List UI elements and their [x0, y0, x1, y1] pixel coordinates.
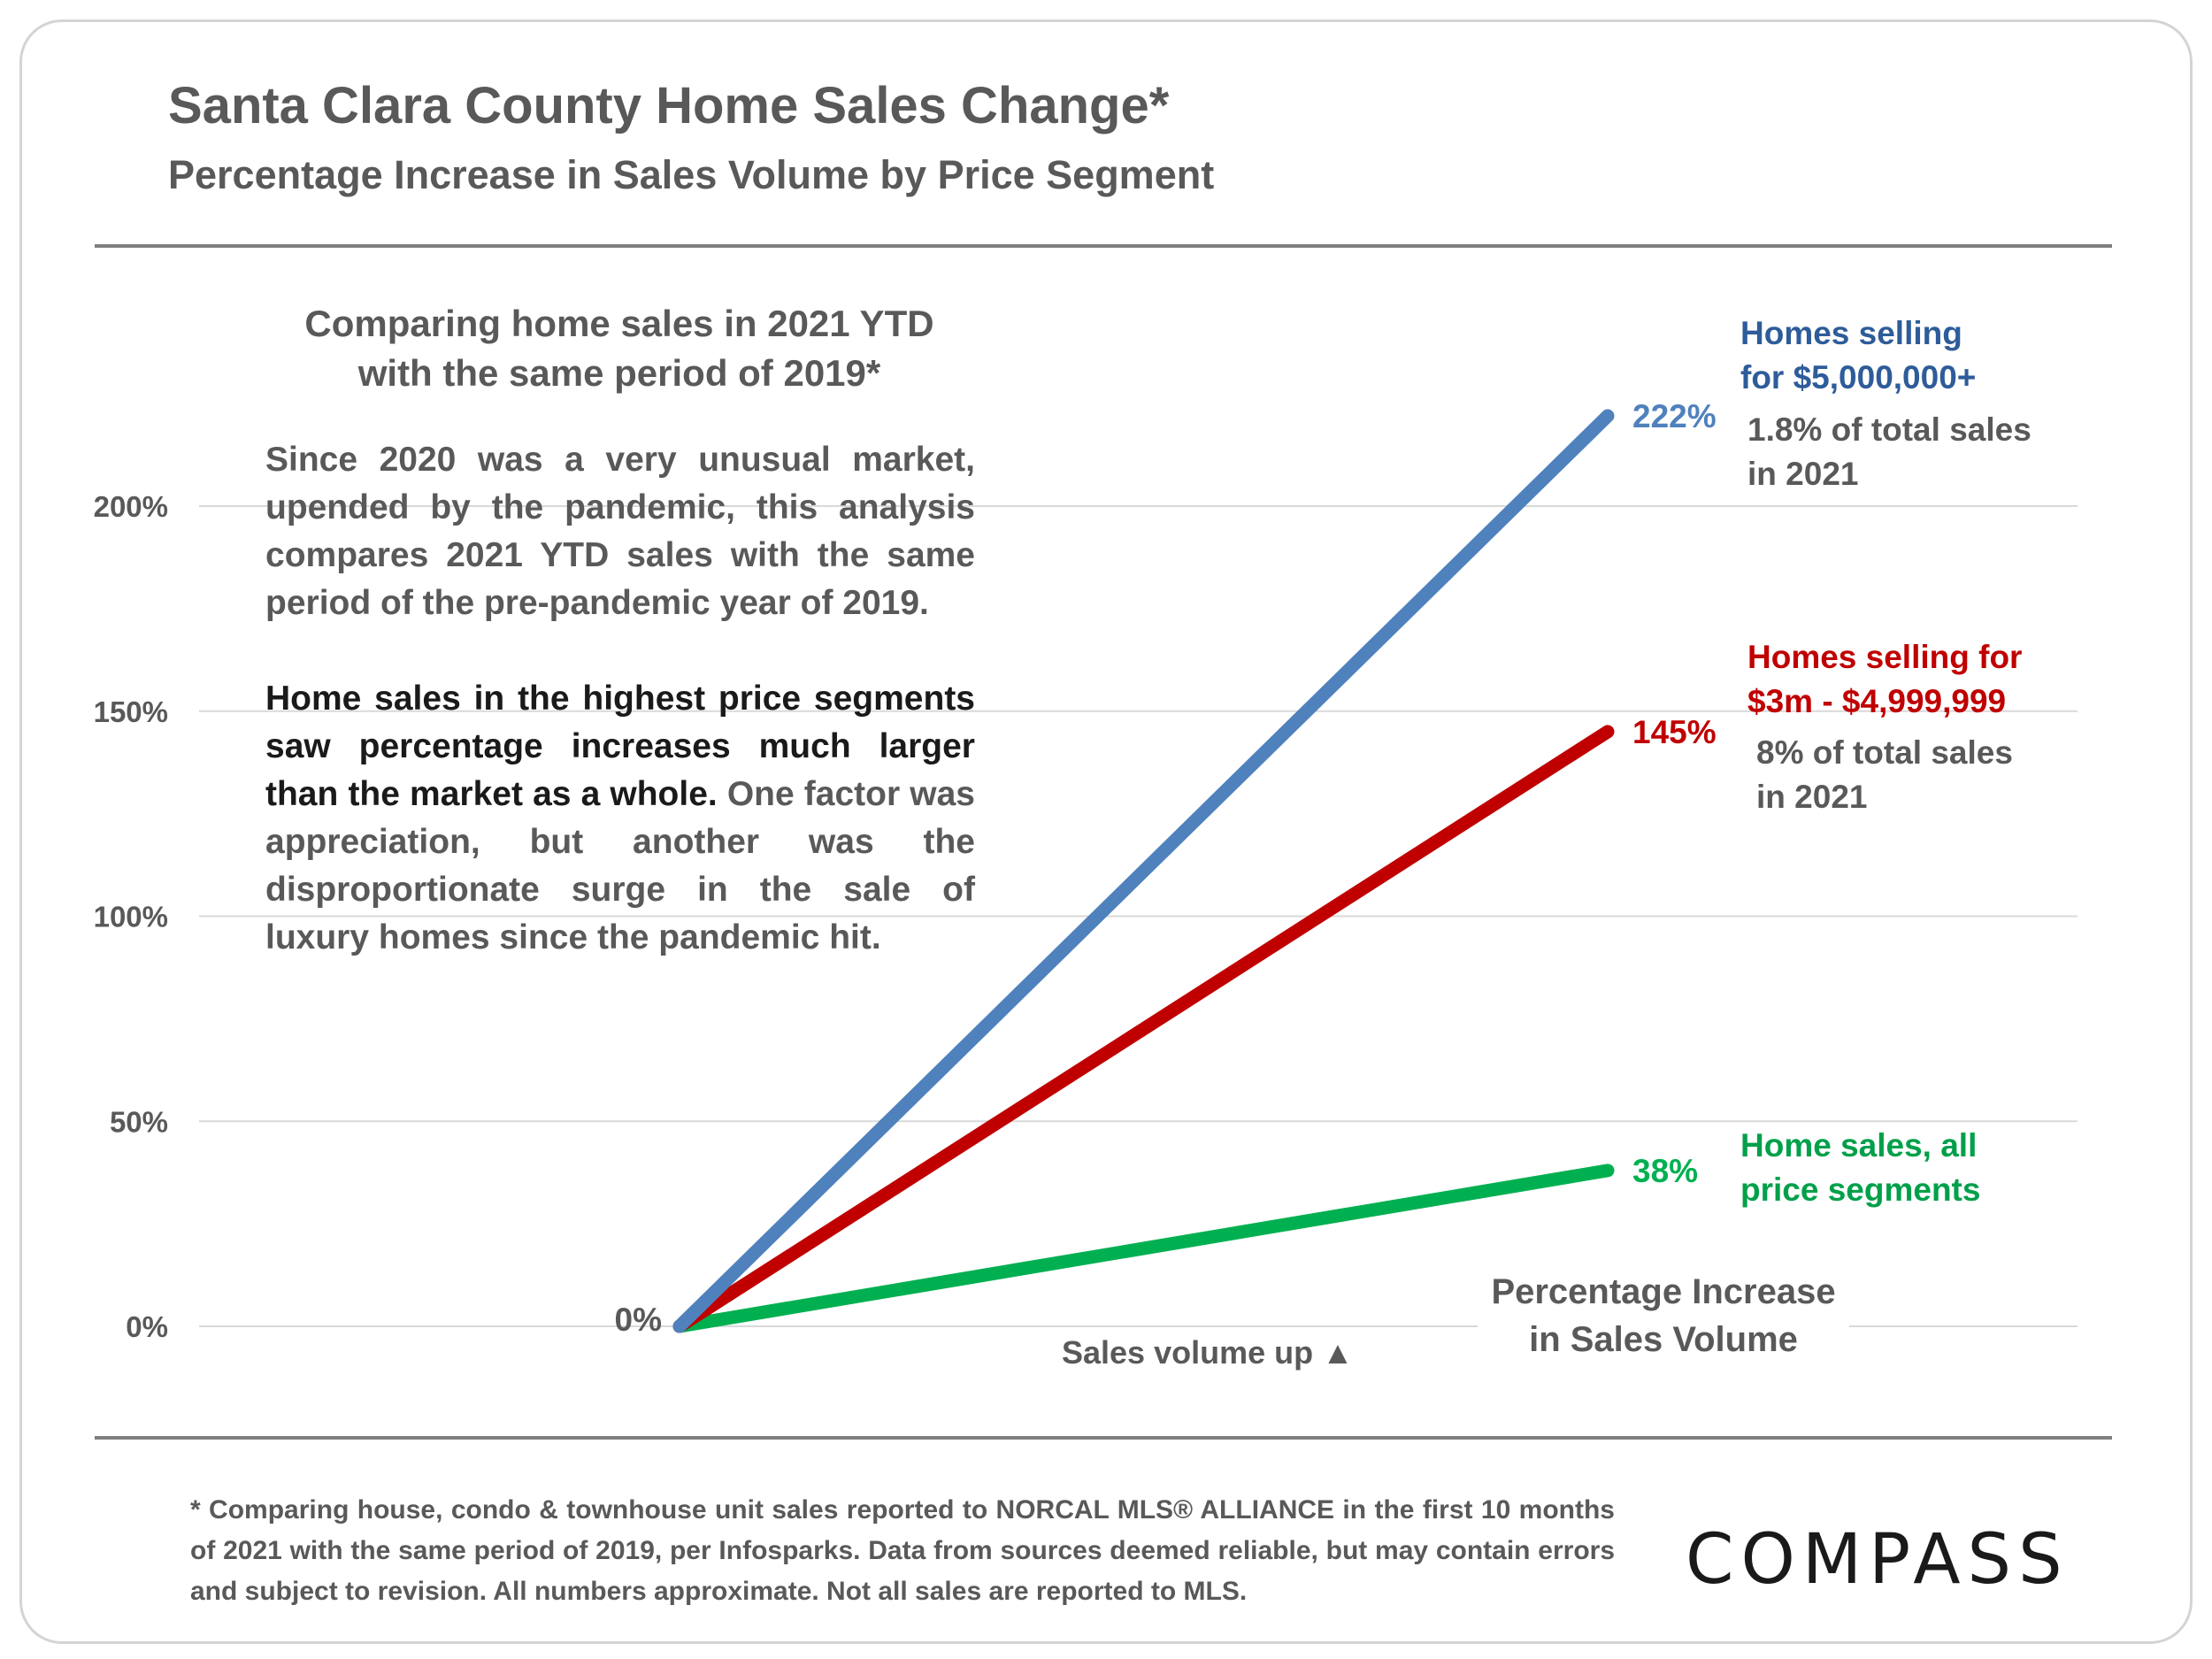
start-value-label: 0%	[615, 1302, 662, 1338]
y-tick-label: 0%	[126, 1310, 168, 1343]
sales-volume-up-label: Sales volume up ▲	[1062, 1334, 1354, 1371]
series-line-222	[672, 409, 1615, 1333]
data-label-145: 145%	[1632, 714, 1717, 750]
annotation-5m-segment: Homes selling for $5,000,000+	[1740, 311, 1976, 400]
compass-logo: COMPASS	[1686, 1520, 2070, 1600]
annotation-3m-share: 8% of total sales in 2021	[1756, 731, 2013, 819]
textbox-heading-line1: Comparing home sales in 2021 YTD	[304, 303, 934, 344]
value-axis-title-line1: Percentage Increase	[1491, 1272, 1836, 1311]
annotation-5m-line2: for $5,000,000+	[1740, 359, 1977, 396]
annotation-3m-share2: in 2021	[1756, 779, 1868, 815]
y-axis-labels: 0% 50% 100% 150% 200%	[94, 490, 168, 1343]
annotation-5m-line1: Homes selling	[1740, 315, 1962, 351]
annotation-3m-share1: 8% of total sales	[1756, 734, 2013, 771]
annotation-3m-segment: Homes selling for $3m - $4,999,999	[1747, 635, 2022, 724]
y-tick-label: 200%	[94, 490, 168, 523]
commentary-textbox: Since 2020 was a very unusual market, up…	[265, 436, 975, 1010]
value-axis-title: Percentage Increase in Sales Volume	[1478, 1268, 1849, 1363]
data-label-38: 38%	[1632, 1153, 1698, 1189]
data-labels: 38% 145% 222% 0%	[615, 398, 1717, 1338]
annotation-5m-share1: 1.8% of total sales	[1747, 411, 2032, 448]
annotation-3m-line1: Homes selling for	[1747, 639, 2023, 675]
annotation-5m-share2: in 2021	[1747, 456, 1859, 492]
annotation-all-segments: Home sales, all price segments	[1740, 1124, 1980, 1212]
textbox-heading-line2: with the same period of 2019*	[357, 352, 881, 394]
chart-subtitle: Percentage Increase in Sales Volume by P…	[168, 152, 1215, 197]
chart-title: Santa Clara County Home Sales Change*	[168, 77, 1170, 134]
y-tick-label: 50%	[110, 1105, 168, 1138]
bottom-divider	[95, 1436, 2112, 1440]
top-divider	[95, 244, 2112, 248]
series-line-145	[672, 725, 1615, 1333]
annotation-all-line2: price segments	[1740, 1171, 1981, 1208]
footnote: * Comparing house, condo & townhouse uni…	[190, 1495, 1615, 1606]
commentary-paragraph-1: Since 2020 was a very unusual market, up…	[265, 441, 975, 622]
value-axis-title-line2: in Sales Volume	[1529, 1320, 1798, 1359]
annotation-3m-line2: $3m - $4,999,999	[1747, 683, 2007, 719]
chart-card	[19, 19, 2193, 1644]
textbox-heading: Comparing home sales in 2021 YTD with th…	[230, 299, 1009, 398]
y-tick-label: 150%	[94, 695, 168, 728]
series-lines	[672, 409, 1615, 1333]
annotation-all-line1: Home sales, all	[1740, 1127, 1978, 1164]
series-line-38	[672, 1164, 1615, 1333]
commentary-rest: One factor was appreciation, but another…	[265, 775, 975, 956]
data-label-222: 222%	[1632, 398, 1717, 434]
commentary-paragraph-2: Home sales in the highest price segments…	[265, 675, 975, 962]
commentary-highlight: Home sales in the highest price segments…	[265, 680, 975, 813]
annotation-5m-share: 1.8% of total sales in 2021	[1747, 408, 2032, 496]
y-tick-label: 100%	[94, 901, 168, 933]
